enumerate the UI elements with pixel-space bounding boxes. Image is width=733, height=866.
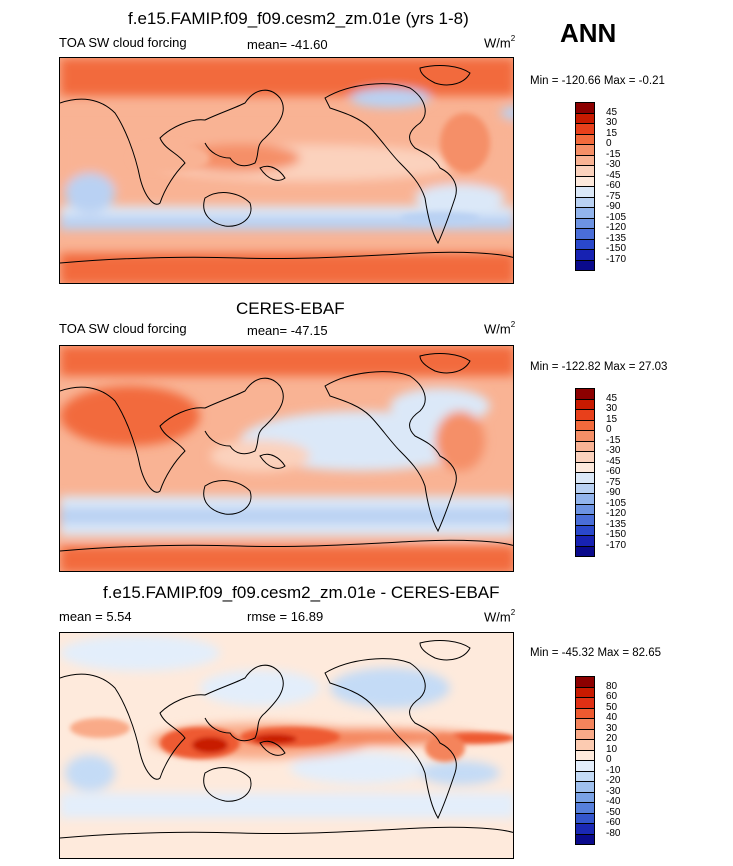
colorbar-tick-label: -120: [606, 222, 627, 233]
colorbar-tick-label: -105: [606, 497, 627, 509]
colorbar-tick-label: 20: [606, 733, 618, 744]
map-difference-coastlines: [60, 640, 513, 839]
panel-3-mean: mean = 5.54: [59, 609, 132, 624]
colorbar-tick-label: -15: [606, 148, 621, 160]
panel-3-rmse: rmse = 16.89: [247, 609, 324, 624]
colorbar-tick-label: -40: [606, 796, 621, 807]
colorbar-tick-label: -90: [606, 201, 621, 212]
colorbar-tick-label: -80: [606, 827, 621, 839]
panel-2-units: W/m2: [484, 320, 516, 337]
colorbar-tick-label: 10: [606, 743, 618, 755]
panel-3-minmax: Min = -45.32 Max = 82.65: [530, 647, 662, 659]
colorbar-tick-label: -150: [606, 243, 627, 254]
colorbar-tick-label: -75: [606, 476, 621, 488]
colorbar-tick-label: -60: [606, 466, 621, 477]
colorbar-tick-label: -50: [606, 806, 621, 818]
colorbar-tick-label: -60: [606, 180, 621, 191]
map-observations-coastlines: [60, 353, 513, 552]
colorbar-tick-label: 80: [606, 680, 618, 692]
map-model: [59, 57, 514, 284]
colorbar-tick-label: -30: [606, 445, 621, 456]
panel-2-mean: mean= -47.15: [247, 323, 328, 338]
panel-2-title: CERES-EBAF: [236, 299, 345, 318]
colorbar-tick-label: 30: [606, 117, 618, 128]
colorbar-tick-label: 40: [606, 712, 618, 723]
colorbar-segment: [575, 259, 595, 271]
colorbar-tick-label: -30: [606, 785, 621, 797]
panel-2-minmax: Min = -122.82 Max = 27.03: [530, 361, 668, 373]
colorbar-tick-label: -170: [606, 539, 627, 551]
colorbar-tick-label: 60: [606, 691, 618, 702]
map-model-coastlines: [60, 65, 513, 264]
colorbar-segment: [575, 545, 595, 557]
colorbar-model: [575, 102, 595, 271]
colorbar-observations: [575, 388, 595, 557]
panel-1-mean: mean= -41.60: [247, 37, 328, 52]
colorbar-tick-label: -75: [606, 190, 621, 202]
panel-1-variable: TOA SW cloud forcing: [59, 35, 187, 50]
colorbar-tick-label: -135: [606, 518, 627, 530]
map-difference: [59, 632, 514, 859]
map-observations: [59, 345, 514, 572]
colorbar-difference: [575, 676, 595, 845]
colorbar-tick-label: -120: [606, 508, 627, 519]
colorbar-tick-label: -45: [606, 455, 621, 467]
colorbar-tick-label: 15: [606, 127, 618, 139]
colorbar-tick-label: -90: [606, 487, 621, 498]
colorbar-tick-label: 30: [606, 722, 618, 734]
panel-3-units: W/m2: [484, 608, 516, 625]
colorbar-tick-label: 30: [606, 403, 618, 414]
colorbar-segment: [575, 833, 595, 845]
panel-2-variable: TOA SW cloud forcing: [59, 321, 187, 336]
colorbar-tick-label: 0: [606, 754, 612, 765]
panel-3-title: f.e15.FAMIP.f09_f09.cesm2_zm.01e - CERES…: [103, 583, 500, 602]
colorbar-tick-label: -170: [606, 253, 627, 265]
colorbar-tick-label: -60: [606, 817, 621, 828]
colorbar-tick-label: 0: [606, 424, 612, 435]
colorbar-tick-label: 45: [606, 106, 618, 118]
colorbar-tick-label: 0: [606, 138, 612, 149]
colorbar-tick-label: -10: [606, 764, 621, 776]
colorbar-tick-label: -20: [606, 775, 621, 786]
season-label: ANN: [560, 18, 617, 48]
colorbar-tick-label: 15: [606, 413, 618, 425]
panel-1-minmax: Min = -120.66 Max = -0.21: [530, 75, 665, 87]
colorbar-tick-label: 50: [606, 701, 618, 713]
colorbar-tick-label: -45: [606, 169, 621, 181]
colorbar-tick-label: 45: [606, 392, 618, 404]
colorbar-tick-label: -105: [606, 211, 627, 223]
colorbar-tick-label: -30: [606, 159, 621, 170]
panel-1-units: W/m2: [484, 34, 516, 51]
colorbar-tick-label: -135: [606, 232, 627, 244]
colorbar-tick-label: -15: [606, 434, 621, 446]
colorbar-tick-label: -150: [606, 529, 627, 540]
panel-1-title: f.e15.FAMIP.f09_f09.cesm2_zm.01e (yrs 1-…: [128, 9, 469, 28]
